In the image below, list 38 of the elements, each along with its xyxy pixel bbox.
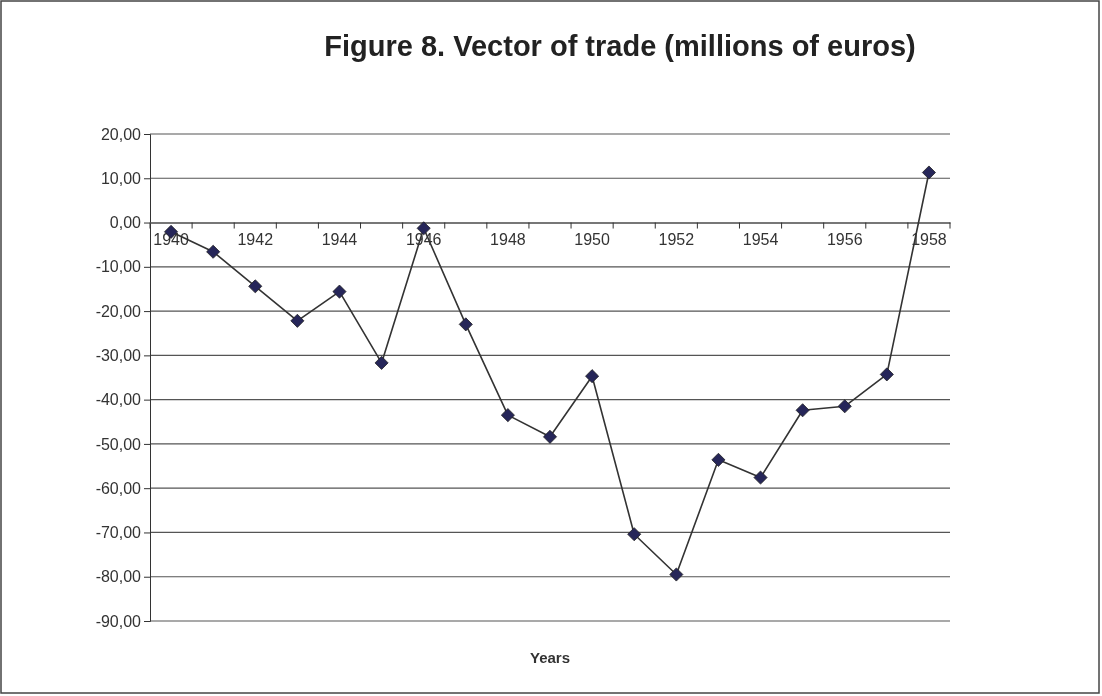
- x-tick-label: 1954: [742, 230, 779, 248]
- y-tick-label: -20,00: [95, 302, 142, 320]
- point: [332, 284, 347, 299]
- x-tick-label: 1956: [826, 230, 863, 248]
- y-tick-label: 20,00: [100, 125, 142, 143]
- point: [627, 527, 642, 542]
- y-tick-label: -10,00: [95, 258, 142, 276]
- x-axis-title: Years: [529, 649, 571, 666]
- point: [795, 403, 810, 418]
- point: [458, 317, 473, 332]
- y-tick-label: -60,00: [95, 479, 142, 497]
- x-tick-label: 1944: [321, 230, 358, 248]
- chart-title: Figure 8. Vector of trade (millions of euros): [324, 30, 916, 62]
- point: [374, 355, 389, 370]
- point: [921, 165, 936, 180]
- point: [879, 367, 894, 382]
- x-tick-label: 1950: [574, 230, 610, 248]
- y-tick-label: -70,00: [95, 524, 142, 542]
- point: [500, 408, 515, 423]
- y-tick-label: -30,00: [95, 346, 142, 364]
- point: [837, 399, 852, 414]
- point: [543, 429, 557, 444]
- point: [248, 279, 263, 294]
- y-tick-label: -40,00: [95, 391, 142, 409]
- point: [206, 244, 221, 259]
- point: [669, 567, 684, 582]
- point: [711, 452, 726, 467]
- y-tick-label: 10,00: [100, 169, 142, 187]
- y-tick-label: 0,00: [109, 214, 142, 232]
- y-tick-label: -80,00: [95, 568, 142, 586]
- point: [753, 470, 768, 485]
- x-tick-label: 1948: [490, 230, 526, 248]
- point: [585, 369, 600, 384]
- y-tick-label: -50,00: [95, 435, 142, 453]
- point: [290, 313, 305, 328]
- x-tick-label: 1942: [237, 230, 274, 248]
- y-tick-label: -90,00: [95, 612, 142, 630]
- x-tick-label: 1952: [658, 230, 695, 248]
